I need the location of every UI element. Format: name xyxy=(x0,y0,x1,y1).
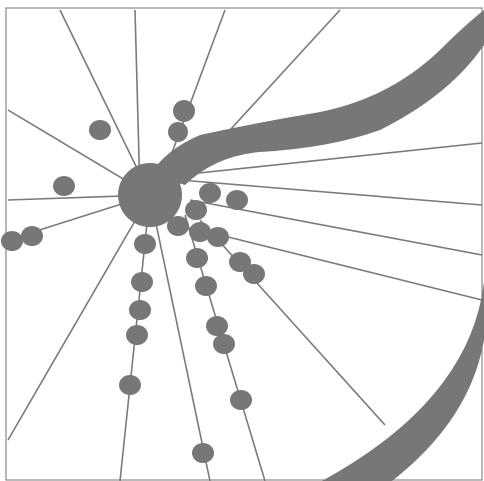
dot xyxy=(199,183,221,203)
nipples xyxy=(1,100,265,463)
dot xyxy=(207,227,229,247)
dot xyxy=(126,325,148,345)
dot xyxy=(129,300,151,320)
dot xyxy=(89,120,111,140)
dot xyxy=(134,234,156,254)
rim-bottom xyxy=(322,282,484,481)
dot xyxy=(168,122,188,142)
spoke xyxy=(149,194,211,481)
spoke xyxy=(7,194,151,441)
dot xyxy=(229,252,251,272)
dot xyxy=(119,375,141,395)
rim-top xyxy=(150,10,484,185)
spoke xyxy=(199,229,483,301)
dot xyxy=(186,248,208,268)
spoke xyxy=(229,9,341,131)
spoke xyxy=(59,9,151,196)
dot xyxy=(1,231,23,251)
hub xyxy=(118,163,182,227)
dot xyxy=(21,226,43,246)
dot xyxy=(185,200,207,220)
dot xyxy=(192,443,214,463)
dot xyxy=(243,264,265,284)
spoke xyxy=(134,9,141,196)
dot xyxy=(167,216,189,236)
dot xyxy=(226,190,248,210)
dot xyxy=(189,222,211,242)
dot xyxy=(206,316,228,336)
dot xyxy=(230,390,252,410)
spoke xyxy=(179,142,483,176)
dot xyxy=(195,276,217,296)
dot xyxy=(53,176,75,196)
dot xyxy=(213,334,235,354)
spoke xyxy=(199,219,386,426)
dot xyxy=(131,272,153,292)
dot xyxy=(173,100,195,122)
spoke xyxy=(179,179,483,206)
